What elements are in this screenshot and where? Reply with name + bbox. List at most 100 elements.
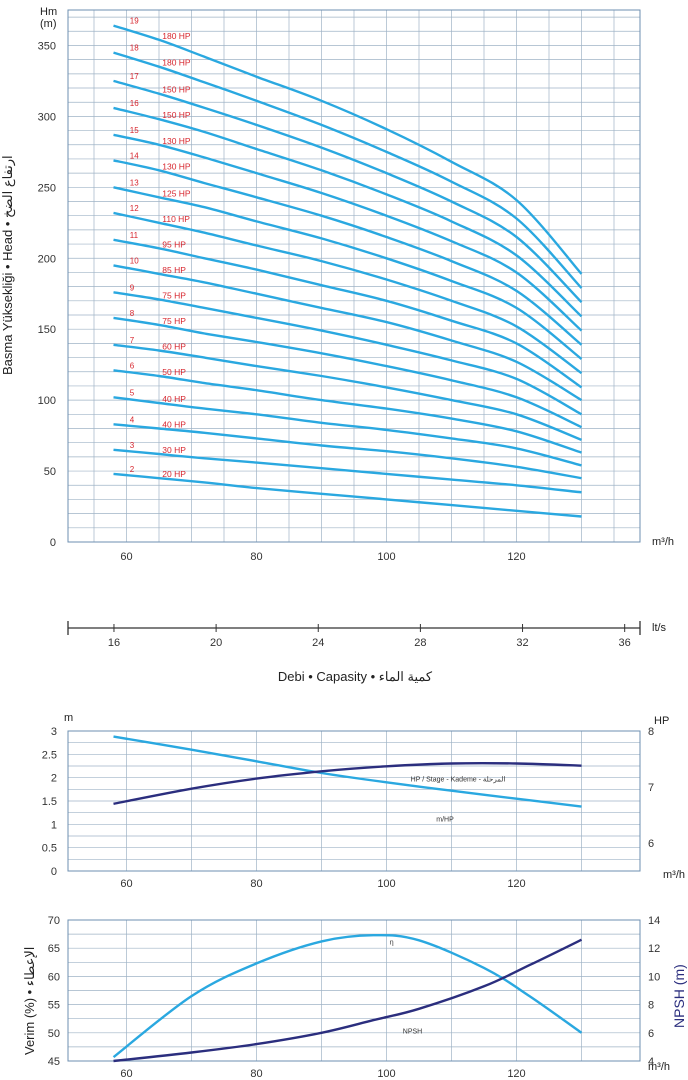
hp-x-tick-label: 80 bbox=[250, 878, 262, 890]
lts-tick-label: 20 bbox=[210, 637, 222, 649]
head-curve-stage-11 bbox=[113, 238, 583, 389]
stage-number-label: 18 bbox=[130, 44, 139, 53]
stage-hp-label: 95 HP bbox=[162, 239, 186, 249]
head-curve-stage-15 bbox=[113, 133, 583, 332]
head-y-tick-label: 250 bbox=[38, 182, 56, 194]
stage-hp-label: 30 HP bbox=[162, 445, 186, 455]
efficiency-left-tick-label: 70 bbox=[48, 915, 60, 927]
head-curve-stage-19 bbox=[113, 24, 583, 275]
stage-hp-label: 40 HP bbox=[162, 394, 186, 404]
stage-number-label: 8 bbox=[130, 309, 135, 318]
efficiency-left-tick-label: 60 bbox=[48, 971, 60, 983]
head-y-tick-label: 0 bbox=[50, 537, 56, 549]
hp-left-tick-label: 1 bbox=[51, 819, 57, 831]
stage-number-label: 19 bbox=[130, 17, 139, 26]
hp-chart-ticks: 0 0.5 1 1.5 2 2.5 3 6 7 8 60 80 100 120 bbox=[42, 726, 654, 890]
stage-number-label: 17 bbox=[130, 72, 139, 81]
stage-number-label: 16 bbox=[130, 99, 139, 108]
head-y-unit: Hm bbox=[40, 6, 57, 18]
efficiency-x-tick-label: 120 bbox=[507, 1068, 525, 1080]
efficiency-left-tick-label: 45 bbox=[48, 1056, 60, 1068]
head-curve-stage-4 bbox=[113, 423, 582, 480]
x-axis-caption: Debi • Capasity • كمية الماء bbox=[278, 669, 433, 684]
stage-number-label: 5 bbox=[130, 388, 135, 397]
head-curve-stage-5 bbox=[113, 396, 582, 467]
head-y-tick-label: 200 bbox=[38, 253, 56, 265]
efficiency-chart-frame bbox=[67, 919, 641, 1062]
head-curve-stage-3 bbox=[113, 448, 582, 494]
stage-hp-label: 75 HP bbox=[162, 290, 186, 300]
stage-number-label: 11 bbox=[130, 231, 139, 240]
hp-per-stage-label: HP / Stage - Kademe - المرحلة bbox=[411, 776, 506, 784]
head-curves: 2 20 HP 3 30 HP 4 40 HP 5 40 HP 6 50 HP 7 60 HP 8 75 … bbox=[113, 17, 583, 518]
efficiency-left-tick-label: 65 bbox=[48, 943, 60, 955]
stage-hp-label: 130 HP bbox=[162, 161, 191, 171]
lts-tick-label: 32 bbox=[516, 637, 528, 649]
stage-hp-label: 75 HP bbox=[162, 316, 186, 326]
hp-chart-frame bbox=[67, 730, 641, 872]
npsh-right-tick-label: 4 bbox=[648, 1056, 654, 1068]
npsh-y-label: NPSH (m) bbox=[671, 964, 687, 1028]
hp-x-tick-label: 60 bbox=[120, 878, 132, 890]
stage-hp-label: 150 HP bbox=[162, 85, 191, 95]
hp-x-tick-label: 100 bbox=[377, 878, 395, 890]
stage-number-label: 13 bbox=[130, 178, 139, 187]
efficiency-chart: η NPSH 45 50 55 60 65 70 4 6 8 10 12 14 60 80 100 120 Ve… bbox=[22, 915, 687, 1080]
head-y-tick-label: 100 bbox=[38, 395, 56, 407]
efficiency-x-tick-label: 60 bbox=[120, 1068, 132, 1080]
efficiency-chart-ticks: 45 50 55 60 65 70 4 6 8 10 12 14 60 80 100 120 bbox=[48, 915, 661, 1080]
head-y-tick-label: 350 bbox=[38, 40, 56, 52]
head-curve-stage-7 bbox=[113, 343, 582, 442]
head-chart: 2 20 HP 3 30 HP 4 40 HP 5 40 HP 6 50 HP 7 60 HP 8 75 … bbox=[0, 6, 674, 563]
hp-left-tick-label: 1.5 bbox=[42, 796, 57, 808]
stage-number-label: 6 bbox=[130, 361, 135, 370]
stage-hp-label: 50 HP bbox=[162, 367, 186, 377]
efficiency-x-tick-label: 80 bbox=[250, 1068, 262, 1080]
npsh-right-tick-label: 10 bbox=[648, 971, 660, 983]
lts-axis: 16 20 24 28 32 36 lt/s Debi • Capasity • كمية… bbox=[67, 621, 667, 684]
stage-hp-label: 180 HP bbox=[162, 58, 191, 68]
efficiency-left-tick-label: 50 bbox=[48, 1028, 60, 1040]
head-y-tick-label: 150 bbox=[38, 324, 56, 336]
stage-hp-label: 20 HP bbox=[162, 469, 186, 479]
stage-hp-label: 60 HP bbox=[162, 341, 186, 351]
hp-curve-m-per-hp bbox=[113, 735, 582, 808]
lts-tick-label: 24 bbox=[312, 637, 324, 649]
head-curve-stage-9 bbox=[113, 291, 583, 416]
head-chart-ticks: 0 50 100 150 200 250 300 350 60 80 100 120 bbox=[38, 40, 526, 563]
efficiency-curve-label: η bbox=[390, 939, 394, 946]
lts-axis-ticks: 16 20 24 28 32 36 bbox=[108, 624, 631, 649]
stage-hp-label: 110 HP bbox=[162, 214, 190, 224]
stage-hp-label: 150 HP bbox=[162, 110, 191, 120]
npsh-curve-label: NPSH bbox=[403, 1029, 422, 1036]
head-curve-stage-8 bbox=[113, 316, 583, 429]
head-curve-stage-14 bbox=[113, 159, 583, 346]
hp-left-tick-label: 0 bbox=[51, 866, 57, 878]
head-y-tick-label: 300 bbox=[38, 111, 56, 123]
stage-hp-label: 85 HP bbox=[162, 265, 186, 275]
stage-hp-label: 130 HP bbox=[162, 136, 191, 146]
efficiency-x-tick-label: 100 bbox=[377, 1068, 395, 1080]
lts-tick-label: 28 bbox=[414, 637, 426, 649]
head-curve-stage-2 bbox=[113, 472, 582, 518]
stage-number-label: 7 bbox=[130, 336, 135, 345]
npsh-right-tick-label: 6 bbox=[648, 1028, 654, 1040]
head-y-tick-label: 50 bbox=[44, 466, 56, 478]
hp-chart: m/HP HP / Stage - Kademe - المرحلة 0 0.5 1 1… bbox=[42, 712, 685, 890]
hp-right-unit: HP bbox=[654, 715, 669, 727]
stage-number-label: 4 bbox=[130, 415, 135, 424]
head-x-tick-label: 80 bbox=[250, 551, 262, 563]
lts-unit: lt/s bbox=[652, 622, 667, 634]
hp-left-tick-label: 2.5 bbox=[42, 749, 57, 761]
head-curve-stage-13 bbox=[113, 186, 583, 360]
lts-tick-label: 36 bbox=[619, 637, 631, 649]
npsh-right-tick-label: 14 bbox=[648, 915, 660, 927]
hp-x-unit: m³/h bbox=[663, 869, 685, 881]
head-x-unit: m³/h bbox=[652, 536, 674, 548]
stage-number-label: 9 bbox=[130, 283, 135, 292]
head-x-tick-label: 120 bbox=[507, 551, 525, 563]
head-curve-stage-10 bbox=[113, 264, 583, 402]
stage-number-label: 3 bbox=[130, 441, 135, 450]
npsh-curve bbox=[113, 938, 583, 1063]
